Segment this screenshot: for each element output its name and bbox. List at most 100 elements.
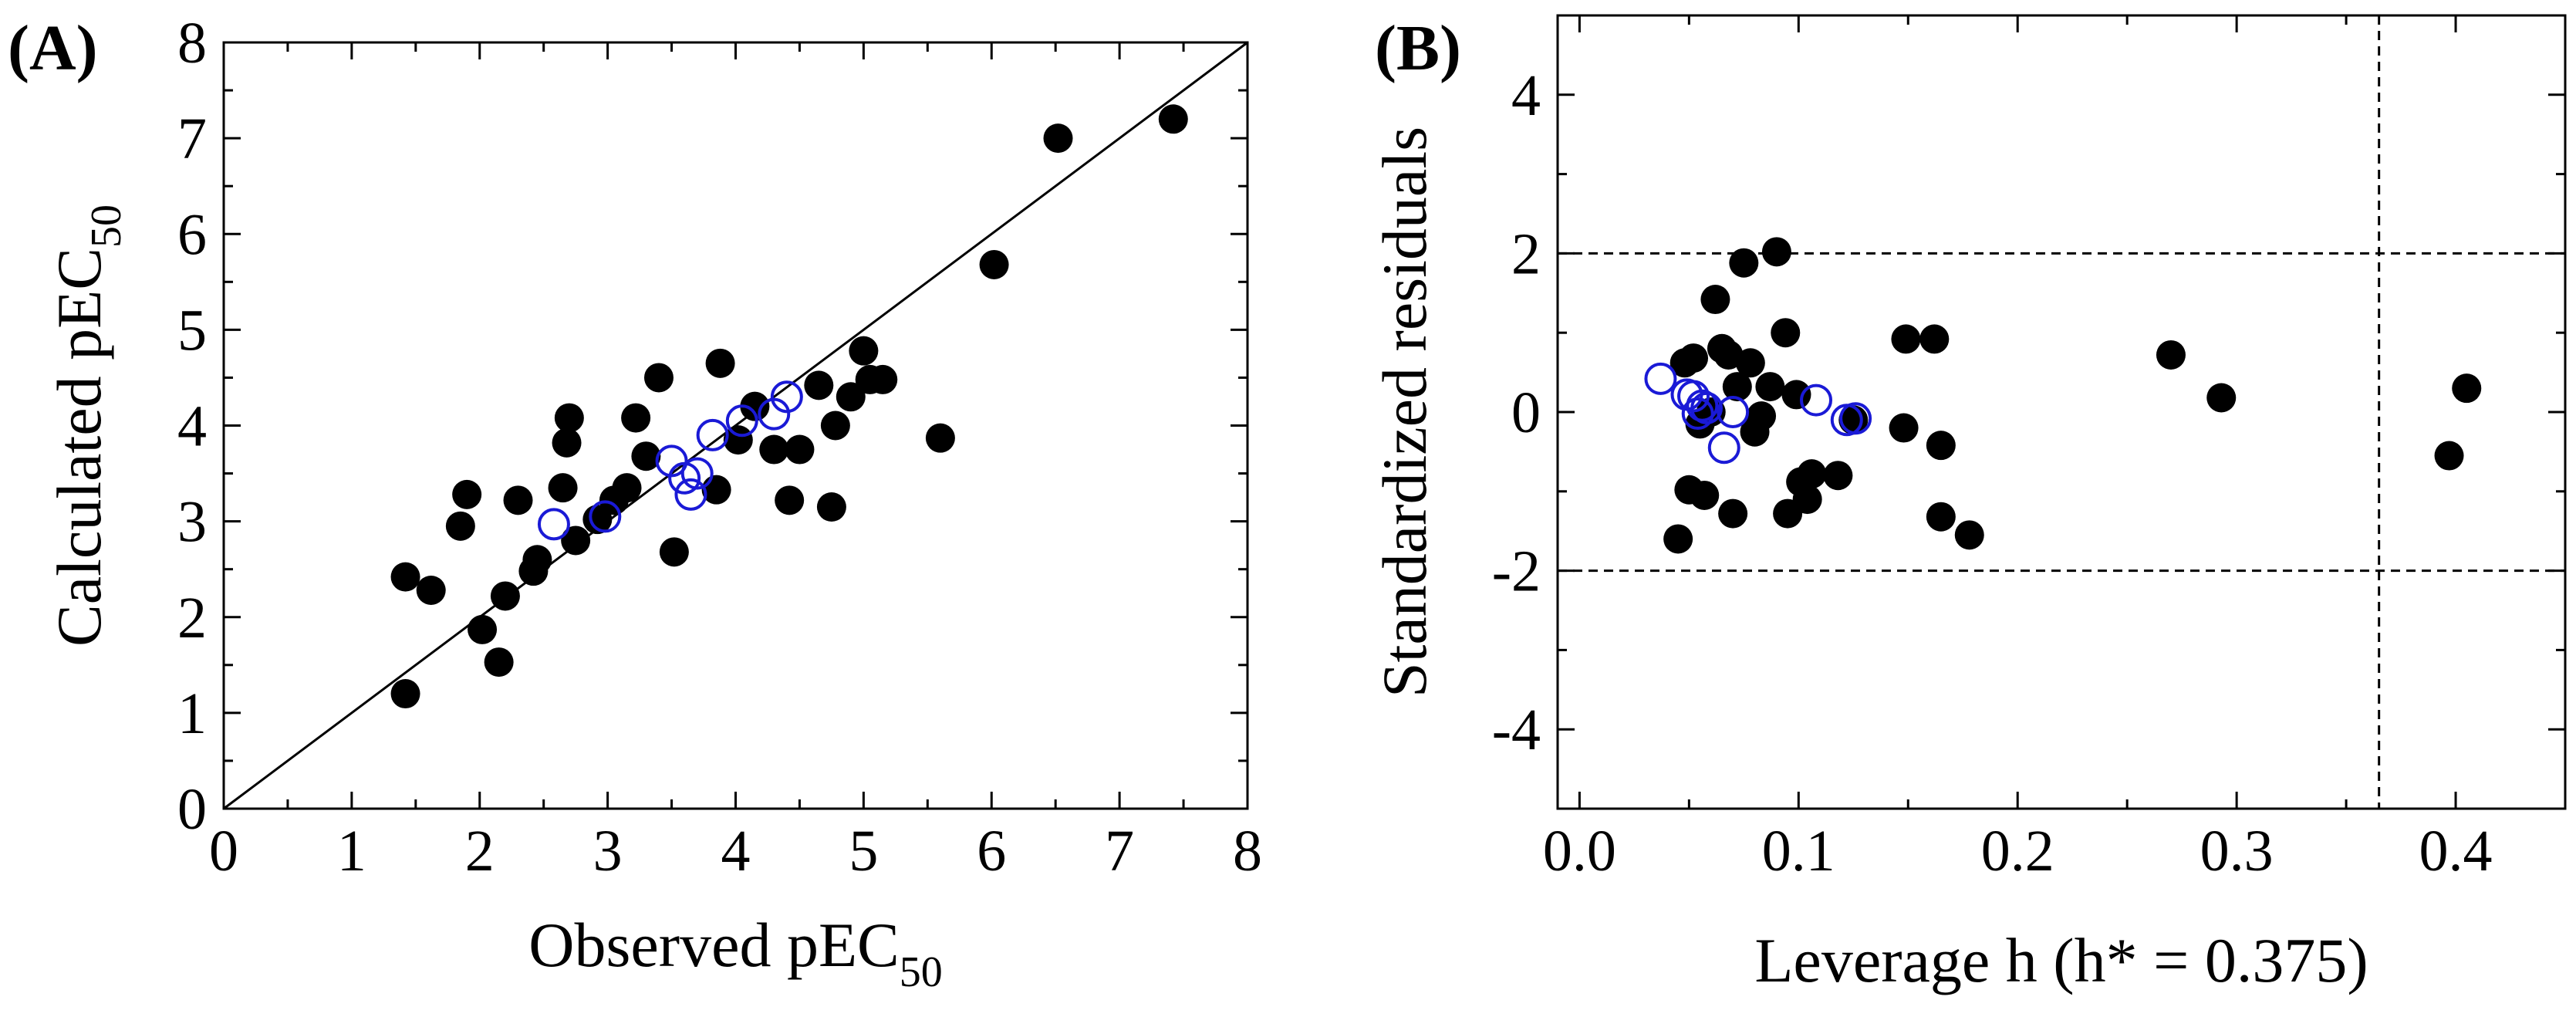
test-point xyxy=(674,478,707,511)
training-point xyxy=(390,562,420,592)
training-point xyxy=(785,434,815,465)
training-point xyxy=(849,336,879,366)
training-point xyxy=(468,614,498,644)
y-tick-label: 7 xyxy=(177,106,207,171)
training-point xyxy=(759,434,789,465)
y-tick-label: 5 xyxy=(177,298,207,363)
training-point xyxy=(868,364,898,394)
training-point xyxy=(1926,431,1956,461)
training-point xyxy=(820,411,850,441)
test-point xyxy=(1686,389,1719,422)
test-point xyxy=(589,500,622,533)
test-point xyxy=(696,418,729,451)
training-point xyxy=(1158,104,1188,134)
training-point xyxy=(1043,123,1073,154)
x-tick-label: 0.2 xyxy=(1981,819,2054,884)
test-point xyxy=(1800,383,1833,417)
training-point xyxy=(1735,348,1765,378)
y-axis-title: Standardized residuals xyxy=(1369,127,1440,698)
training-point xyxy=(804,370,834,400)
x-tick-label: 7 xyxy=(1105,819,1134,884)
training-point xyxy=(775,485,805,515)
x-tick-label: 4 xyxy=(721,819,751,884)
y-tick-label: 4 xyxy=(1511,63,1541,128)
x-tick-label: 6 xyxy=(977,819,1006,884)
training-point xyxy=(643,363,674,393)
x-tick-label: 0.4 xyxy=(2419,819,2493,884)
test-point xyxy=(537,508,570,541)
y-tick-label: 4 xyxy=(177,394,207,459)
y-tick-label: 0 xyxy=(177,777,207,842)
test-point xyxy=(770,380,803,414)
training-point xyxy=(1690,480,1720,510)
panel-label-b: (B) xyxy=(1375,12,1461,84)
training-point xyxy=(1926,502,1956,532)
x-tick-label: 0.1 xyxy=(1762,819,1835,884)
training-point xyxy=(1761,237,1791,267)
x-tick-label: 8 xyxy=(1233,819,1262,884)
training-point xyxy=(1718,498,1748,529)
y-tick-label: 8 xyxy=(177,11,207,76)
training-point xyxy=(1747,401,1777,431)
training-point xyxy=(979,249,1009,279)
y-axis-title-sub: 50 xyxy=(83,204,130,248)
test-point xyxy=(1690,391,1724,424)
test-point xyxy=(1707,431,1740,465)
y-tick-label: 0 xyxy=(1511,380,1541,445)
training-point xyxy=(1792,485,1822,515)
training-point xyxy=(925,423,955,453)
training-point xyxy=(390,679,420,709)
x-axis-title: Observed pEC50 xyxy=(528,910,943,996)
y-tick-label: 2 xyxy=(1511,221,1541,286)
training-point xyxy=(548,473,578,503)
training-point xyxy=(1663,524,1693,554)
training-point xyxy=(2206,383,2237,413)
training-point xyxy=(1771,318,1801,348)
training-point xyxy=(416,575,446,605)
training-point xyxy=(1781,380,1811,410)
test-point xyxy=(1644,362,1677,395)
training-point xyxy=(445,511,475,541)
y-tick-label: 6 xyxy=(177,202,207,267)
training-point xyxy=(1797,459,1827,489)
training-point xyxy=(503,485,533,515)
training-point xyxy=(1679,343,1709,373)
panel-b: 0.0 0.1 0.2 0.3 0.4 -4 -2 0 2 4 (B) Leverage h (h* … xyxy=(1369,12,2567,995)
training-point xyxy=(2434,441,2464,471)
training-point xyxy=(452,479,482,509)
training-point xyxy=(1823,461,1853,491)
training-point xyxy=(836,382,866,412)
x-tick-label: 1 xyxy=(337,819,366,884)
y-tick-label: 1 xyxy=(177,681,207,746)
y-axis-title-main: Calculated pEC xyxy=(44,248,114,647)
x-tick-label: 0 xyxy=(209,819,238,884)
training-point xyxy=(554,403,584,433)
y-tick-label: 2 xyxy=(177,586,207,650)
test-point xyxy=(1717,396,1750,428)
training-point xyxy=(1755,372,1785,402)
training-point xyxy=(2452,373,2482,404)
training-point xyxy=(484,647,514,677)
x-tick-label: 2 xyxy=(465,819,495,884)
test-point xyxy=(758,397,791,431)
test-point xyxy=(655,444,688,478)
x-tick-label: 0.3 xyxy=(2200,819,2274,884)
training-point xyxy=(723,425,753,455)
training-point xyxy=(1891,324,1921,354)
x-axis-title-main: Observed pEC xyxy=(528,910,900,980)
test-point xyxy=(1681,397,1714,431)
test-point xyxy=(725,404,758,438)
training-point xyxy=(1889,413,1919,443)
training-point xyxy=(659,537,689,567)
x-tick-label: 5 xyxy=(849,819,878,884)
training-point xyxy=(631,441,661,471)
x-axis-title: Leverage h (h* = 0.375) xyxy=(1754,925,2368,995)
y-axis-title: Calculated pEC50 xyxy=(44,204,130,647)
y-tick-label: -4 xyxy=(1492,698,1541,762)
test-point xyxy=(680,457,714,490)
training-point xyxy=(552,427,582,458)
training-point xyxy=(522,545,552,575)
training-point xyxy=(621,403,651,433)
x-tick-label: 0.0 xyxy=(1543,819,1616,884)
